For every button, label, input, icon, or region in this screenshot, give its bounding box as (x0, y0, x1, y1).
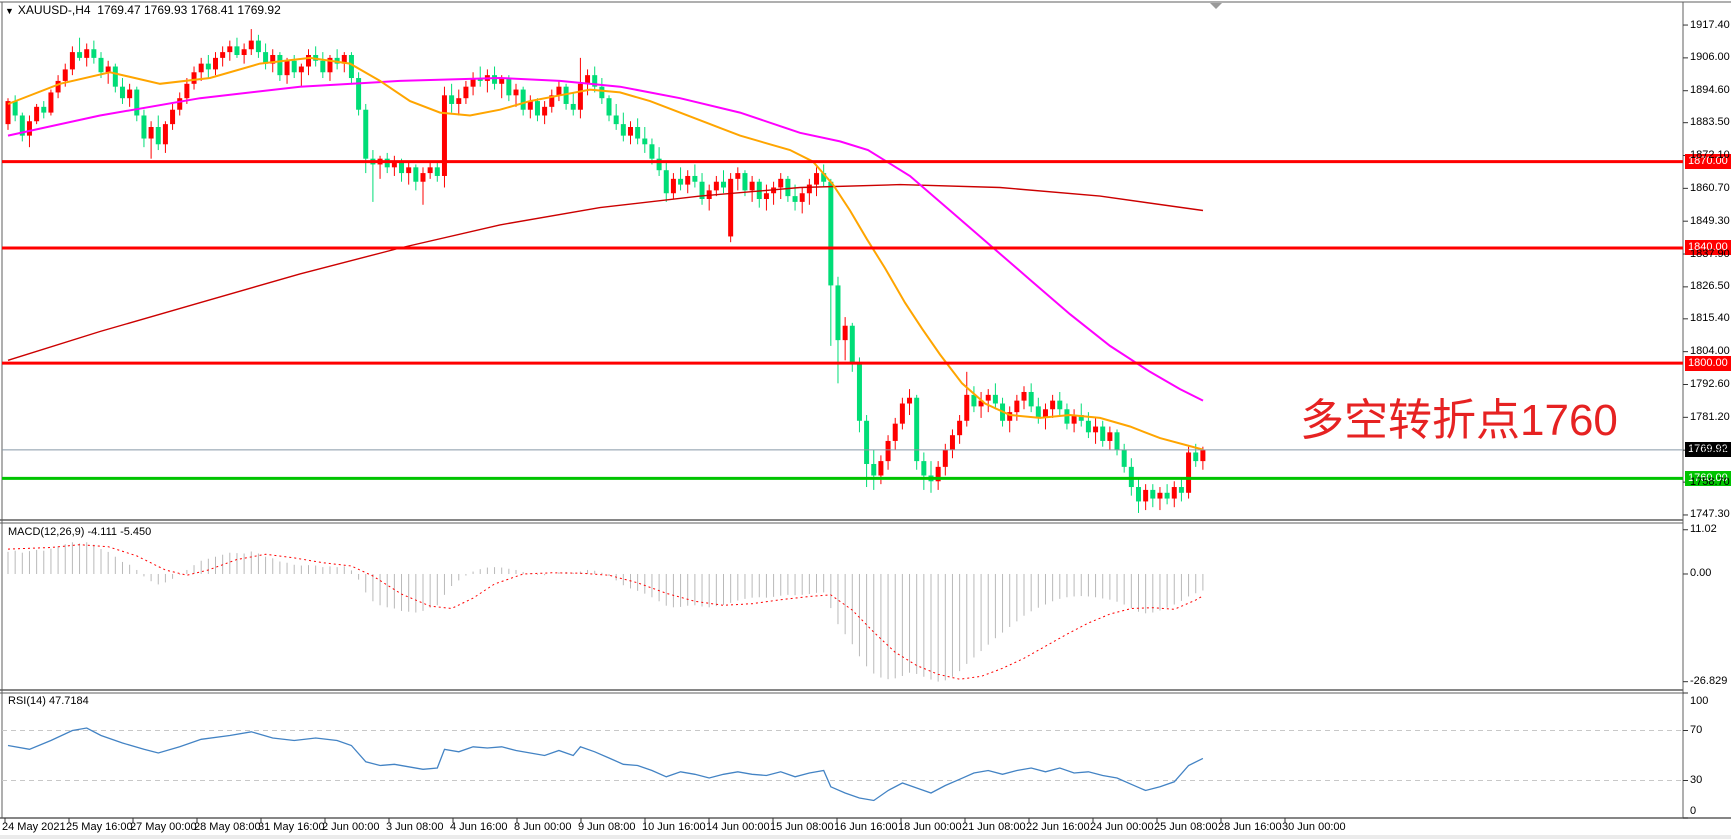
price-axis-label: 1872.10 (1690, 149, 1730, 162)
price-axis-label: 1837.90 (1690, 247, 1730, 260)
time-axis-label: 15 Jun 08:00 (770, 821, 834, 833)
price-marker-label: 1760.00 (1685, 470, 1731, 486)
price-axis-label: 1849.30 (1690, 214, 1730, 227)
rsi-axis-label: 100 (1690, 694, 1709, 707)
time-axis-label: 3 Jun 08:00 (386, 821, 444, 833)
price-axis-label: 1747.30 (1690, 508, 1730, 521)
time-axis-label: 27 May 00:00 (130, 821, 197, 833)
price-axis-label: 1804.00 (1690, 345, 1730, 358)
price-axis-label: 1758.70 (1690, 475, 1730, 488)
chart-title-text: XAUUSD-,H4 1769.47 1769.93 1768.41 1769.… (17, 3, 281, 17)
macd-indicator-label: MACD(12,26,9) -4.111 -5.450 (8, 526, 152, 538)
price-axis-label: 1883.50 (1690, 116, 1730, 129)
price-axis-label: 1894.60 (1690, 84, 1730, 97)
window-bottom-strip (0, 835, 1731, 839)
price-marker-label: 1769.92 (1685, 442, 1731, 458)
time-axis-label: 10 Jun 16:00 (642, 821, 706, 833)
price-axis-label: 1792.60 (1690, 377, 1730, 390)
time-axis-label: 8 Jun 00:00 (514, 821, 572, 833)
ma-slow-line (7, 183, 1204, 361)
time-axis-label: 21 Jun 08:00 (962, 821, 1026, 833)
time-axis-label: 24 May 2021 (2, 821, 66, 833)
price-axis-label: 1826.50 (1690, 280, 1730, 293)
symbol-dropdown-icon[interactable]: ▼ (5, 6, 14, 16)
time-axis-label: 9 Jun 08:00 (578, 821, 636, 833)
price-marker-label: 1870.00 (1685, 154, 1731, 170)
time-axis-label: 30 Jun 00:00 (1282, 821, 1346, 833)
time-axis-label: 18 Jun 00:00 (898, 821, 962, 833)
rsi-panel[interactable] (2, 693, 1683, 818)
price-axis-label: 1815.40 (1690, 312, 1730, 325)
rsi-axis-label: 70 (1690, 724, 1703, 736)
time-axis-label: 2 Jun 00:00 (322, 821, 380, 833)
price-axis-label: 1781.20 (1690, 410, 1730, 423)
time-axis-label: 4 Jun 16:00 (450, 821, 508, 833)
macd-axis-label: 11.02 (1690, 523, 1717, 536)
price-marker-label: 1840.00 (1685, 240, 1731, 256)
price-axis-label: 1860.70 (1690, 181, 1730, 194)
macd-axis-label: -26.829 (1690, 675, 1728, 688)
macd-histogram (7, 542, 1204, 682)
rsi-indicator-label: RSI(14) 47.7184 (8, 695, 89, 707)
annotation-text[interactable]: 多空转折点1760 (1300, 396, 1618, 445)
time-axis-label: 28 May 08:00 (194, 821, 261, 833)
macd-axis-label: 0.00 (1690, 567, 1712, 580)
ma-fast-line (7, 56, 1204, 451)
time-axis-label: 31 May 16:00 (258, 821, 325, 833)
price-axis-label: 1906.00 (1690, 51, 1730, 64)
time-axis-label: 28 Jun 16:00 (1218, 821, 1282, 833)
ma-mid-line (7, 76, 1204, 402)
macd-signal-line (7, 544, 1204, 680)
time-axis-label: 25 May 16:00 (66, 821, 133, 833)
price-axis-label: 1917.40 (1690, 18, 1730, 31)
rsi-axis-label: 0 (1690, 804, 1697, 817)
time-axis-label: 25 Jun 08:00 (1154, 821, 1218, 833)
ohlc-title-bar: ▼ XAUUSD-,H4 1769.47 1769.93 1768.41 1769… (5, 3, 281, 17)
rsi-line (7, 727, 1204, 802)
macd-panel[interactable] (2, 523, 1683, 690)
price-axis-label: 1769.80 (1690, 443, 1730, 456)
time-axis-label: 16 Jun 16:00 (834, 821, 898, 833)
rsi-axis-label: 30 (1690, 774, 1703, 786)
time-axis-label: 22 Jun 16:00 (1026, 821, 1090, 833)
time-axis-label: 24 Jun 00:00 (1090, 821, 1154, 833)
shift-marker-icon (1210, 3, 1222, 9)
price-marker-label: 1800.00 (1685, 355, 1731, 371)
time-axis-label: 14 Jun 00:00 (706, 821, 770, 833)
